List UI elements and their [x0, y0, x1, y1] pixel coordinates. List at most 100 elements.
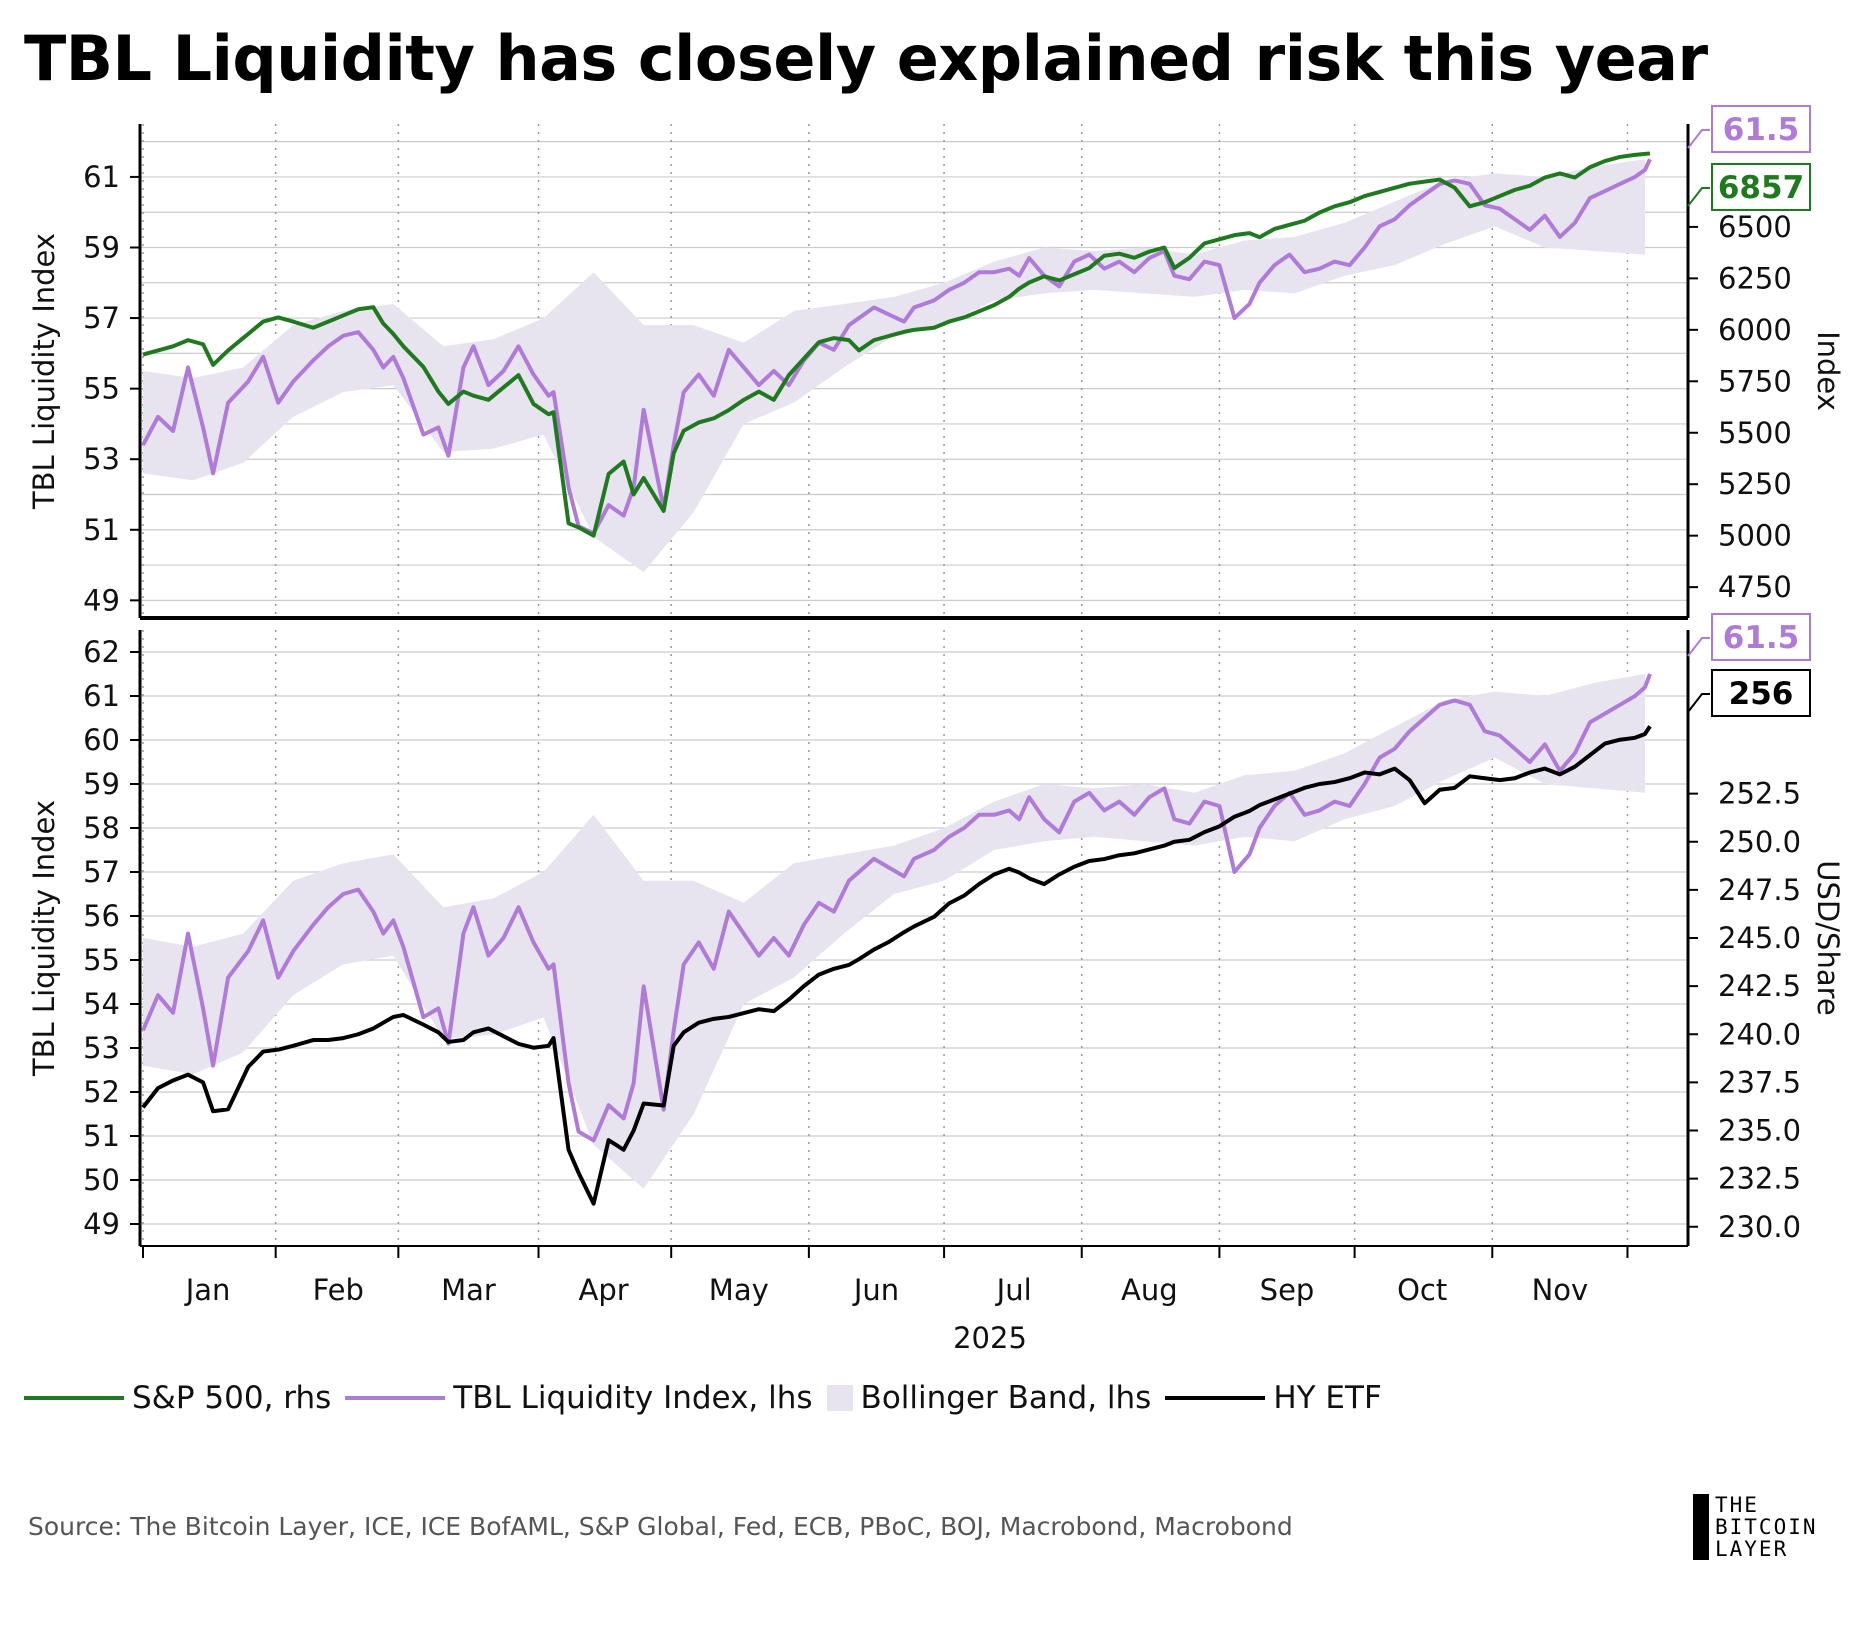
end-value-labels: 61.5 6857 61.5 256	[1687, 105, 1811, 717]
bottom-panel-series	[141, 673, 1652, 1206]
right-tick-label: 235.0	[1718, 1114, 1801, 1148]
left-tick-label: 59	[83, 767, 120, 801]
x-axis-title: 2025	[953, 1321, 1027, 1355]
right-tick-label: 5000	[1718, 519, 1792, 553]
bottom-left-axis-title: TBL Liquidity Index	[27, 800, 61, 1077]
top-right-tick-labels: 4750 5000 5250 5500 5750 6000 6250 6500	[1688, 210, 1792, 604]
end-label-box	[1711, 105, 1811, 153]
left-tick-label: 51	[83, 1119, 120, 1153]
left-tick-label: 54	[83, 987, 120, 1021]
end-label-pointer	[1687, 129, 1710, 149]
tbl-liquidity-index-lhs-line	[141, 158, 1652, 536]
end-label-value: 61.5	[1723, 620, 1800, 656]
left-tick-label: 49	[83, 583, 120, 617]
legend-swatch-sp500	[24, 1396, 124, 1400]
right-tick-label: 230.0	[1718, 1210, 1801, 1244]
bottom-right-axis-title: USD/Share	[1811, 860, 1845, 1015]
end-label-box	[1711, 163, 1811, 211]
left-tick-label: 56	[83, 899, 120, 933]
bottom-left-tick-labels: 49 50 51 52 53 54 55 56 57 58 59 60 61 62	[83, 635, 140, 1241]
right-tick-label: 5500	[1718, 416, 1792, 450]
x-tick-label: Mar	[441, 1273, 496, 1307]
right-tick-label: 245.0	[1718, 921, 1801, 955]
top-bollinger-band	[143, 159, 1645, 573]
left-tick-label: 62	[83, 635, 120, 669]
end-label-value: 256	[1729, 676, 1794, 712]
left-tick-label: 55	[83, 372, 120, 406]
source-note: Source: The Bitcoin Layer, ICE, ICE BofA…	[28, 1512, 1293, 1541]
right-tick-label: 252.5	[1718, 777, 1801, 811]
x-tick-label: Feb	[313, 1273, 364, 1307]
x-tick-label: Jan	[184, 1273, 231, 1307]
logo-bar	[1693, 1494, 1709, 1560]
x-tick-label: Jun	[852, 1273, 899, 1307]
hy-etf-line	[141, 725, 1652, 1206]
left-tick-label: 61	[83, 160, 120, 194]
x-tick-label: Sep	[1260, 1273, 1315, 1307]
chart-title: TBL Liquidity has closely explained risk…	[24, 22, 1708, 95]
right-tick-label: 6500	[1718, 210, 1792, 244]
end-label-pointer	[1687, 637, 1710, 657]
bollinger-band-area	[143, 159, 1645, 573]
legend-label-sp500: S&P 500, rhs	[132, 1380, 332, 1416]
right-tick-label: 6250	[1718, 261, 1792, 295]
legend-item-tbl[interactable]: TBL Liquidity Index, lhs	[345, 1380, 813, 1416]
legend-item-sp500[interactable]: S&P 500, rhs	[24, 1380, 331, 1416]
right-tick-label: 6000	[1718, 313, 1792, 347]
left-tick-label: 53	[83, 1031, 120, 1065]
right-tick-label: 250.0	[1718, 825, 1801, 859]
right-tick-label: 5250	[1718, 467, 1792, 501]
logo-line-1: THE	[1715, 1493, 1759, 1517]
x-tick-label: Aug	[1121, 1273, 1178, 1307]
end-label-value: 61.5	[1723, 112, 1800, 148]
left-tick-label: 50	[83, 1163, 120, 1197]
right-tick-label: 247.5	[1718, 873, 1801, 907]
legend-swatch-bollinger	[826, 1385, 853, 1411]
left-tick-label: 60	[83, 723, 120, 757]
legend-item-bollinger[interactable]: Bollinger Band, lhs	[826, 1380, 1151, 1416]
right-tick-label: 240.0	[1718, 1017, 1801, 1051]
top-panel-series	[141, 151, 1652, 538]
left-tick-label: 61	[83, 679, 120, 713]
end-label-value: 6857	[1718, 170, 1804, 206]
right-tick-label: 5750	[1718, 364, 1792, 398]
s-p-500-rhs-line	[142, 151, 1651, 538]
left-tick-label: 53	[83, 442, 120, 476]
legend: S&P 500, rhs TBL Liquidity Index, lhs Bo…	[24, 1380, 1396, 1416]
top-right-axis-title: Index	[1811, 331, 1845, 411]
left-tick-label: 52	[83, 1075, 120, 1109]
bollinger-band-area	[143, 674, 1645, 1189]
x-tick-label: Oct	[1397, 1273, 1447, 1307]
logo-line-3: LAYER	[1715, 1537, 1789, 1561]
x-tick-label: May	[709, 1273, 769, 1307]
right-tick-label: 232.5	[1718, 1162, 1801, 1196]
end-label-pointer	[1687, 693, 1710, 713]
end-label-box	[1711, 613, 1811, 661]
legend-swatch-tbl	[345, 1396, 446, 1400]
top-left-axis-title: TBL Liquidity Index	[27, 233, 61, 510]
left-tick-label: 58	[83, 811, 120, 845]
legend-label-tbl: TBL Liquidity Index, lhs	[453, 1380, 813, 1416]
left-tick-label: 57	[83, 301, 120, 335]
right-tick-label: 4750	[1718, 570, 1792, 604]
left-tick-label: 59	[83, 231, 120, 265]
left-tick-label: 49	[83, 1207, 120, 1241]
end-label-box	[1711, 669, 1811, 717]
legend-swatch-hy	[1165, 1396, 1266, 1400]
left-tick-label: 57	[83, 855, 120, 889]
bottom-right-tick-labels: 230.0 232.5 235.0 237.5 240.0 242.5 245.0 247.5…	[1688, 777, 1801, 1244]
x-tick-label: Nov	[1532, 1273, 1589, 1307]
logo-line-2: BITCOIN	[1715, 1515, 1818, 1539]
tbl-liquidity-index-lhs-line	[141, 673, 1652, 1143]
bottom-bollinger-band	[143, 674, 1645, 1189]
left-tick-label: 55	[83, 943, 120, 977]
legend-label-hy: HY ETF	[1273, 1380, 1382, 1416]
logo-wordmark: THE BITCOIN LAYER	[1715, 1494, 1818, 1560]
legend-item-hy[interactable]: HY ETF	[1165, 1380, 1382, 1416]
end-label-pointer	[1687, 187, 1710, 207]
right-tick-label: 237.5	[1718, 1065, 1801, 1099]
x-tick-labels: Jan Feb Mar Apr May Jun Jul Aug Sep Oct Nov	[142, 1246, 1629, 1307]
left-tick-label: 51	[83, 513, 120, 547]
bitcoin-layer-logo: THE BITCOIN LAYER	[1693, 1494, 1818, 1560]
